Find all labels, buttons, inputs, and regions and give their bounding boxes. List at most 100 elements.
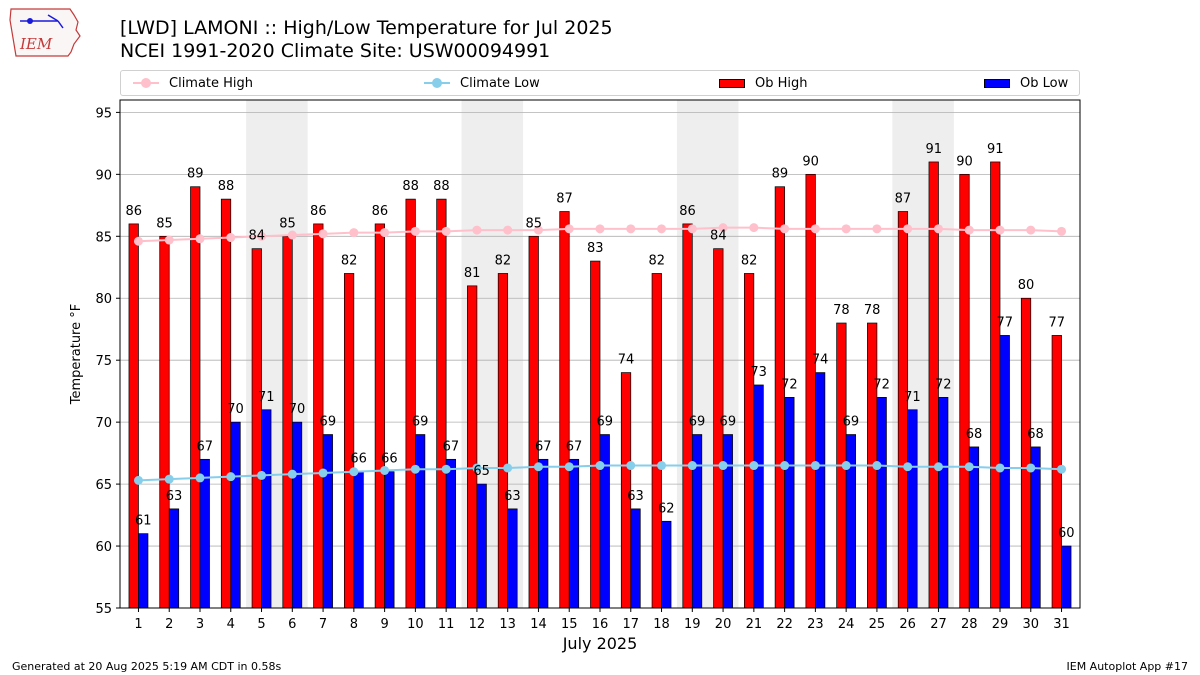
climate-high-point — [933, 224, 943, 234]
ob-low-bar — [722, 434, 733, 609]
legend-ob-high: Ob High — [719, 74, 808, 92]
y-tick-label: 80 — [95, 292, 112, 307]
y-tick-label: 90 — [95, 168, 112, 183]
ob-high-label: 88 — [402, 179, 419, 194]
climate-high-point — [718, 223, 728, 233]
x-tick-label: 28 — [961, 617, 978, 632]
climate-low-point — [595, 461, 605, 471]
ob-high-bar — [497, 273, 509, 609]
climate-low-point — [318, 468, 328, 478]
climate-low-point — [1026, 463, 1036, 473]
climate-low-point — [872, 461, 882, 471]
ob-high-label: 91 — [987, 142, 1004, 157]
ob-low-bar — [661, 520, 672, 609]
ob-high-bar — [128, 223, 139, 609]
ob-high-label: 80 — [1018, 278, 1035, 293]
climate-high-point — [595, 224, 605, 234]
ob-high-label: 90 — [802, 154, 819, 169]
ob-high-label: 86 — [310, 204, 327, 219]
ob-high-bar — [251, 248, 262, 609]
climate-high-point — [226, 233, 236, 243]
x-tick-label: 4 — [227, 617, 235, 632]
x-tick-label: 11 — [438, 617, 455, 632]
climate-high-swatch — [133, 78, 159, 88]
ob-low-bar — [415, 434, 426, 609]
ob-low-label: 63 — [627, 489, 644, 504]
x-axis-label: July 2025 — [562, 634, 638, 653]
legend-label: Ob Low — [1020, 75, 1069, 91]
ob-low-label: 70 — [289, 402, 306, 417]
chart-subtitle: NCEI 1991-2020 Climate Site: USW00094991 — [120, 40, 551, 62]
climate-high-point — [780, 224, 790, 234]
climate-low-point — [933, 462, 943, 472]
climate-high-point — [287, 230, 297, 240]
ob-high-label: 86 — [679, 204, 696, 219]
climate-high-point — [1057, 226, 1067, 236]
climate-low-point — [349, 467, 359, 477]
climate-high-point — [564, 224, 574, 234]
ob-low-label: 69 — [843, 415, 860, 430]
y-tick-label: 65 — [95, 478, 112, 493]
ob-low-label: 67 — [566, 439, 583, 454]
ob-high-bar — [805, 173, 816, 609]
ob-low-label: 74 — [812, 353, 829, 368]
y-tick-label: 75 — [95, 354, 112, 369]
x-tick-label: 16 — [592, 617, 609, 632]
x-tick-label: 6 — [288, 617, 296, 632]
ob-low-label: 67 — [535, 439, 552, 454]
x-tick-label: 30 — [1022, 617, 1039, 632]
ob-high-label: 74 — [618, 353, 635, 368]
ob-high-label: 87 — [556, 192, 573, 207]
ob-low-bar — [784, 397, 795, 609]
climate-low-point — [472, 463, 482, 473]
x-tick-label: 9 — [380, 617, 388, 632]
ob-low-label: 68 — [966, 427, 983, 442]
ob-low-bar — [1061, 545, 1072, 609]
climate-high-point — [318, 229, 328, 239]
x-tick-label: 27 — [930, 617, 947, 632]
x-tick-label: 31 — [1053, 617, 1070, 632]
climate-low-point — [995, 463, 1005, 473]
climate-low-point — [841, 461, 851, 471]
ob-high-bar — [374, 223, 385, 609]
ob-low-bar — [445, 458, 457, 609]
generated-timestamp: Generated at 20 Aug 2025 5:19 AM CDT in … — [12, 660, 282, 673]
ob-high-label: 84 — [249, 229, 266, 244]
ob-low-bar — [845, 434, 857, 609]
ob-high-bar — [743, 273, 755, 609]
climate-low-point — [657, 461, 667, 471]
ob-high-bar — [774, 186, 785, 609]
climate-low-point — [780, 461, 790, 471]
ob-low-label: 70 — [227, 402, 244, 417]
climate-low-point — [626, 461, 636, 471]
ob-low-label: 65 — [473, 464, 490, 479]
ob-high-bar — [959, 173, 970, 609]
ob-low-bar — [691, 434, 703, 609]
ob-high-bar — [897, 211, 909, 609]
ob-low-bar — [938, 397, 949, 609]
y-tick-label: 95 — [95, 106, 112, 121]
climate-low-point — [749, 461, 759, 471]
x-tick-label: 20 — [715, 617, 732, 632]
ob-high-label: 89 — [772, 167, 789, 182]
climate-high-point — [872, 224, 882, 234]
ob-high-label: 82 — [741, 253, 758, 268]
ob-low-swatch — [984, 78, 1010, 88]
legend-climate-low: Climate Low — [424, 74, 540, 92]
ob-low-bar — [138, 533, 149, 609]
ob-low-bar — [630, 508, 641, 609]
x-tick-label: 8 — [350, 617, 358, 632]
y-tick-label: 60 — [95, 540, 112, 555]
ob-high-bar — [436, 198, 447, 609]
climate-low-point — [718, 461, 728, 471]
ob-low-bar — [261, 409, 272, 609]
climate-high-point — [964, 225, 974, 235]
ob-low-label: 61 — [135, 514, 152, 529]
climate-low-point — [380, 465, 390, 475]
legend: Climate High Climate Low Ob High Ob Low — [120, 70, 1080, 96]
ob-low-label: 66 — [381, 452, 398, 467]
legend-label: Ob High — [755, 75, 808, 91]
climate-high-point — [841, 224, 851, 234]
app-credit: IEM Autoplot App #17 — [1066, 660, 1189, 673]
ob-low-label: 66 — [350, 452, 367, 467]
